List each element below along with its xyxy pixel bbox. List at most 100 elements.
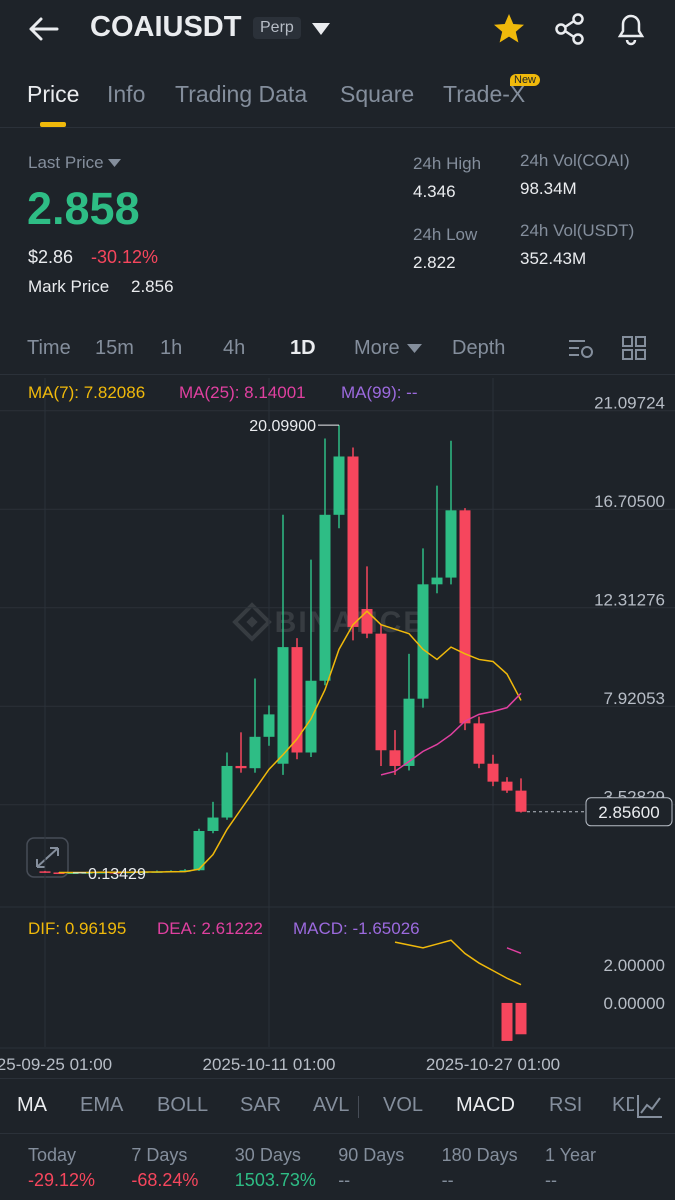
y-tick-label: 7.92053: [604, 689, 665, 708]
candle-body: [375, 633, 387, 751]
period-label: 1 Year: [545, 1145, 597, 1165]
macd-bar: [501, 1002, 513, 1041]
price-change: -30.12%: [91, 247, 159, 267]
base-volume-label: 24h Vol(COAI): [520, 151, 630, 170]
ma-legend-item: MA(99): --: [341, 383, 418, 402]
interval[interactable]: 15m: [95, 337, 134, 359]
indicator[interactable]: SAR: [240, 1094, 282, 1116]
new-badge: New: [510, 74, 541, 86]
interval[interactable]: 4h: [223, 337, 246, 359]
interval[interactable]: Time: [27, 337, 71, 359]
y-tick-label: 16.70500: [594, 492, 665, 511]
period-change: --: [338, 1170, 351, 1190]
indicator[interactable]: VOL: [383, 1094, 424, 1116]
period-change: -68.24%: [131, 1170, 199, 1190]
candle-body: [501, 781, 513, 791]
period-label: 7 Days: [131, 1145, 188, 1165]
candle-body: [249, 736, 261, 769]
macd-bar: [515, 1002, 527, 1035]
candle-body: [291, 647, 303, 753]
symbol-dropdown[interactable]: [311, 22, 331, 36]
quote-volume: 352.43M: [520, 249, 587, 268]
last-price: 2.858: [27, 183, 140, 234]
x-tick-label: 2025-10-11 01:00: [203, 1055, 336, 1074]
period-change: 1503.73%: [234, 1170, 316, 1190]
candle-body: [361, 608, 373, 634]
divider: [0, 1078, 675, 1079]
indicator[interactable]: AVL: [313, 1094, 350, 1116]
candle-body: [389, 750, 401, 766]
ma-line: [380, 692, 522, 776]
last-price-label: Last Price: [28, 153, 122, 173]
high-marker-label: 20.09900: [249, 418, 316, 435]
price-tag: [585, 797, 673, 827]
interval[interactable]: 1h: [160, 337, 183, 359]
indicator[interactable]: MACD: [456, 1094, 515, 1116]
tab[interactable]: Trading Data: [175, 81, 308, 107]
candle-body: [235, 765, 247, 769]
tab[interactable]: Price: [27, 81, 80, 107]
macd-y-tick-label: 0.00000: [604, 994, 665, 1013]
indicator[interactable]: MA: [17, 1094, 47, 1116]
macd-line: [394, 939, 522, 986]
mark-price: 2.856: [131, 277, 174, 296]
candle-body: [277, 647, 289, 764]
macd-legend-item: DEA: 2.61222: [157, 919, 263, 938]
tab[interactable]: Info: [107, 81, 146, 107]
back-button[interactable]: [28, 16, 60, 42]
usd-price: $2.86: [28, 247, 74, 267]
indicator-settings[interactable]: [636, 1093, 664, 1119]
macd-legend-item: DIF: 0.96195: [28, 919, 127, 938]
favorite-star[interactable]: [492, 12, 526, 46]
candle-body: [333, 456, 345, 515]
notification-bell[interactable]: [614, 10, 648, 46]
ma-legend-item: MA(25): 8.14001: [179, 383, 306, 402]
period-label: 180 Days: [441, 1145, 518, 1165]
candle-body: [305, 680, 317, 753]
last-price-label-text: Last Price: [28, 153, 104, 172]
period-change: -29.12%: [28, 1170, 96, 1190]
share-button[interactable]: [553, 12, 587, 46]
candle-body: [207, 817, 219, 831]
candle-body: [221, 765, 233, 818]
chart-settings-icon[interactable]: [567, 335, 597, 363]
high-value: 4.346: [413, 182, 456, 201]
indicator-bar: MA EMA BOLL SAR AVL VOL MACD RSI KDJ: [0, 1080, 634, 1132]
candle-body: [39, 871, 51, 873]
indicator[interactable]: RSI: [549, 1094, 583, 1116]
quote-volume-label: 24h Vol(USDT): [520, 221, 635, 240]
candle-body: [319, 514, 331, 681]
period-label: 90 Days: [338, 1145, 405, 1165]
period-label: 30 Days: [234, 1145, 301, 1165]
x-tick-label: 2025-10-27 01:00: [426, 1055, 560, 1074]
y-tick-label: 12.31276: [594, 591, 665, 610]
expand-button[interactable]: [26, 837, 69, 878]
candle-body: [263, 714, 275, 737]
interval[interactable]: More: [354, 337, 400, 359]
candle-body: [431, 577, 443, 585]
macd-y-tick-label: 2.00000: [604, 956, 665, 975]
indicator[interactable]: EMA: [80, 1094, 124, 1116]
symbol-title: COAIUSDT: [90, 11, 242, 43]
candle-body: [487, 763, 499, 782]
low-marker-label: 0.13429: [88, 866, 146, 883]
candle-body: [403, 698, 415, 766]
tab[interactable]: Square: [340, 81, 415, 107]
layout-icon[interactable]: [621, 335, 649, 363]
indicator[interactable]: BOLL: [157, 1094, 209, 1116]
candle-body: [445, 510, 457, 578]
indicator[interactable]: KDJ: [612, 1094, 634, 1116]
ma-line: [59, 610, 522, 874]
interval[interactable]: 1D: [290, 337, 316, 359]
indicator-separator: [358, 1096, 359, 1118]
contract-badge: Perp: [253, 17, 301, 39]
candle-body: [459, 510, 471, 724]
candle-body: [193, 830, 205, 871]
interval[interactable]: Depth: [452, 337, 506, 359]
price-tag-label: 2.85600: [598, 803, 659, 822]
high-label: 24h High: [413, 154, 482, 173]
dropdown-icon: [108, 159, 122, 167]
mark-price-label: Mark Price: [28, 277, 110, 296]
